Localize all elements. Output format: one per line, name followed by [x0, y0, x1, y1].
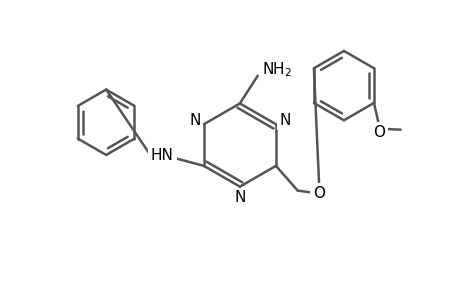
Text: NH$_2$: NH$_2$ [261, 60, 291, 79]
Text: N: N [234, 190, 245, 205]
Text: O: O [372, 125, 384, 140]
Text: N: N [189, 113, 200, 128]
Text: O: O [313, 186, 325, 201]
Text: N: N [279, 113, 290, 128]
Text: HN: HN [151, 148, 174, 164]
